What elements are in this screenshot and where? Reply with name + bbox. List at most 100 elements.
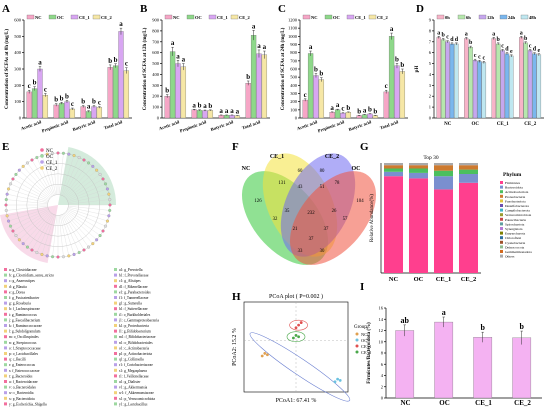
bar: [191, 109, 197, 119]
cladogram-branch: [31, 213, 53, 251]
taxon-label: t: g_Bacteroides: [9, 374, 33, 378]
y-tick-label: 0: [295, 116, 298, 121]
legend-swatch: [500, 217, 503, 221]
taxon-label: v1: g_Akkermansia: [119, 386, 148, 390]
significance-letter: a: [236, 107, 240, 115]
y-tick-label: 5: [429, 61, 432, 66]
stack-segment: [409, 165, 428, 169]
taxon-label: f: g_Fusicatenibacter: [9, 296, 40, 300]
legend-swatch: [48, 14, 57, 20]
x-tick-label: Butyric acid: [210, 119, 234, 132]
cladogram-branch: [67, 188, 108, 202]
x-tick-label: Acetic acid: [158, 119, 180, 131]
taxon-label: o1: c_Actinobacteria: [119, 346, 149, 350]
cladogram-branch: [10, 209, 49, 227]
legend-label: NC: [173, 15, 180, 20]
cladogram-node: [17, 168, 21, 172]
x-tick-label: OC: [472, 122, 480, 127]
legend-swatch: [500, 190, 503, 194]
panel-letter-f: F: [232, 141, 239, 153]
cladogram-branch: [61, 155, 75, 196]
y-tick-label: 0: [19, 116, 22, 121]
significance-letter: a: [257, 42, 261, 50]
bar: [329, 112, 335, 119]
x-tick-label: Propionic acid: [41, 119, 69, 133]
cladogram-node: [72, 252, 76, 256]
y-tick-label: 1200: [288, 18, 298, 23]
taxon-swatch: [4, 346, 7, 350]
cladogram-branch: [27, 213, 53, 248]
taxon-swatch: [4, 352, 7, 355]
legend-swatch: [500, 245, 503, 249]
confidence-ellipse: [249, 332, 351, 402]
legend-swatch: [302, 14, 311, 20]
x-tick-label: Propionic acid: [179, 119, 207, 133]
significance-letter: a: [38, 59, 42, 67]
sample-point: [260, 354, 264, 358]
legend-label: CE_1: [46, 161, 58, 166]
cladogram-taxa-list-left: a: g_Clostridiaceae b: g_Clostridium_sens…: [4, 268, 54, 406]
y-tick-label: 100: [152, 105, 160, 110]
taxon-swatch: [4, 273, 7, 277]
bar: [445, 41, 450, 119]
taxon-swatch: [114, 296, 117, 299]
significance-letter: a: [442, 308, 446, 317]
bar: [440, 39, 446, 119]
y-tick-label: 500: [152, 61, 160, 66]
legend-swatch: [500, 199, 503, 203]
x-tick-label: NC: [389, 276, 399, 283]
bar: [334, 109, 341, 119]
stack-segment: [434, 176, 453, 190]
bar: [372, 115, 379, 119]
stack-segment: [409, 163, 428, 166]
cladogram-branch: [41, 214, 55, 255]
cladogram-node: [104, 182, 108, 186]
significance-letter: a: [465, 31, 468, 37]
y-tick-label: 700: [290, 58, 298, 63]
taxon-swatch: [4, 290, 7, 294]
taxon-swatch: [4, 363, 7, 367]
bar: [261, 54, 268, 119]
venn-region-count: 43: [298, 185, 303, 190]
x-tick-label: Acetic acid: [296, 119, 318, 131]
legend-label: 12h: [487, 15, 495, 20]
taxon-swatch: [4, 318, 7, 322]
significance-letter: c: [71, 100, 74, 108]
cladogram-node: [14, 234, 18, 238]
taxon-label: e1: g_Parabacteroides: [119, 290, 151, 294]
significance-letter: c: [125, 60, 128, 68]
venn-region-count: 131: [278, 181, 286, 186]
bar: [250, 35, 257, 119]
cladogram-node: [101, 229, 105, 233]
taxon-label: m1: f_Bifidobacteriaceae: [119, 335, 156, 339]
taxon-swatch: [114, 374, 117, 378]
significance-letter: a: [119, 20, 123, 28]
taxon-swatch: [114, 290, 117, 294]
legend-dot: [355, 332, 359, 336]
significance-letter: b: [54, 96, 58, 104]
cladogram-branch: [52, 153, 58, 195]
venn-set-label: CE_2: [325, 154, 339, 160]
bar: [394, 65, 400, 119]
bar: [468, 47, 473, 119]
cladogram-branch: [67, 209, 106, 227]
y-tick-label: 6: [381, 362, 384, 367]
venn-region-count: 232: [307, 211, 315, 216]
y-axis-label: Relative Abundance(%): [370, 194, 375, 242]
chart-scfa-12h: 0 100 200 300 400 500 600 700 800 900 Concentratio…: [143, 14, 270, 133]
stack-segment: [409, 178, 428, 273]
significance-letter: c: [385, 82, 388, 90]
taxon-swatch: [114, 402, 117, 406]
legend-label: NC: [46, 149, 54, 154]
y-tick-label: 300: [290, 91, 298, 96]
bar: [367, 113, 373, 119]
venn-region-count: 35: [285, 209, 290, 214]
cladogram-node: [98, 234, 102, 238]
significance-letter: d: [455, 37, 459, 43]
taxon-label: q: c_Bacilli: [9, 358, 26, 362]
significance-letter: b: [108, 57, 112, 65]
significance-letter: a: [203, 102, 207, 110]
legend-label: CE_1: [79, 15, 91, 20]
fb-ratio-bar: 0 2 4 6 8 10 12 14 16 Firmicutes/Bacteroidota (%)…: [367, 306, 542, 407]
cladogram-branch: [6, 199, 48, 205]
